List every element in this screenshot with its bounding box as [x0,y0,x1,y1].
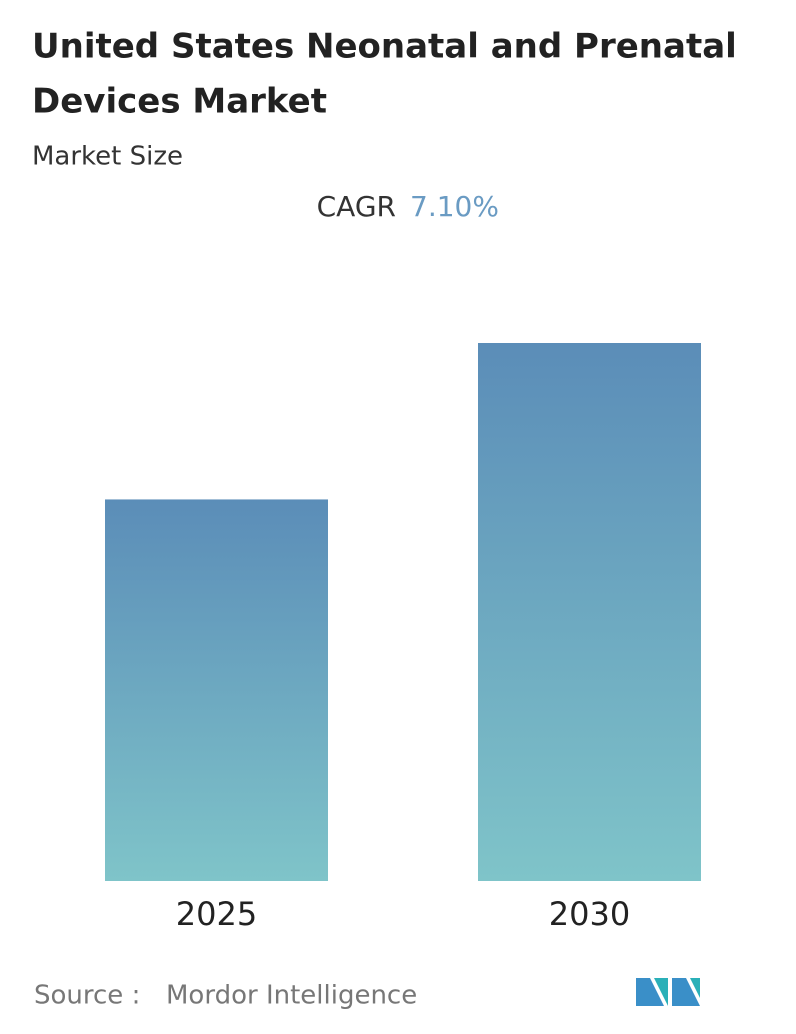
chart-title: United States Neonatal and Prenatal [32,27,737,67]
chart-title: Devices Market [32,82,327,122]
source-name: Mordor Intelligence [166,981,417,1011]
x-tick-label: 2030 [549,895,630,933]
chart-subtitle: Market Size [32,142,183,172]
cagr-label: CAGR [317,190,396,223]
cagr-value: 7.10% [410,190,499,223]
bar [105,499,328,881]
bar [478,343,701,881]
x-tick-label: 2025 [176,895,257,933]
logo [636,978,700,1006]
source-label: Source : [34,981,140,1011]
